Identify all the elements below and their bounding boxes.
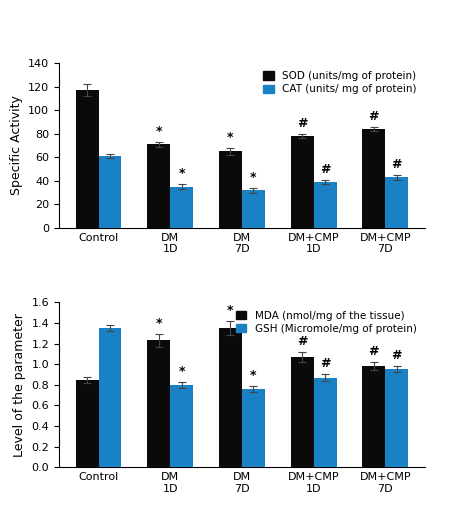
Bar bbox=[99, 156, 121, 228]
Text: *: * bbox=[250, 171, 257, 184]
Bar bbox=[362, 366, 385, 467]
Legend: MDA (nmol/mg of the tissue), GSH (Micromole/mg of protein): MDA (nmol/mg of the tissue), GSH (Microm… bbox=[233, 308, 420, 337]
Text: #: # bbox=[391, 158, 402, 171]
Text: *: * bbox=[178, 167, 185, 180]
Bar bbox=[313, 182, 337, 228]
Bar bbox=[147, 144, 170, 228]
Bar bbox=[291, 136, 313, 228]
Text: *: * bbox=[155, 317, 162, 330]
Text: #: # bbox=[297, 334, 307, 348]
Bar bbox=[76, 90, 99, 228]
Text: *: * bbox=[250, 369, 257, 382]
Text: #: # bbox=[369, 345, 379, 358]
Text: #: # bbox=[320, 163, 330, 175]
Bar bbox=[219, 151, 242, 228]
Bar bbox=[313, 377, 337, 467]
Y-axis label: Level of the parameter: Level of the parameter bbox=[13, 313, 26, 457]
Bar bbox=[219, 328, 242, 467]
Bar bbox=[170, 187, 193, 228]
Text: #: # bbox=[320, 358, 330, 370]
Bar bbox=[170, 385, 193, 467]
Bar bbox=[242, 389, 265, 467]
Bar bbox=[291, 357, 313, 467]
Y-axis label: Specific Activity: Specific Activity bbox=[9, 96, 23, 195]
Text: *: * bbox=[227, 131, 234, 144]
Bar bbox=[99, 328, 121, 467]
Bar bbox=[362, 129, 385, 228]
Legend: SOD (units/mg of protein), CAT (units/ mg of protein): SOD (units/mg of protein), CAT (units/ m… bbox=[260, 68, 420, 98]
Bar bbox=[385, 369, 408, 467]
Text: *: * bbox=[227, 303, 234, 317]
Text: *: * bbox=[155, 125, 162, 138]
Bar bbox=[385, 177, 408, 228]
Bar bbox=[242, 190, 265, 228]
Bar bbox=[147, 340, 170, 467]
Text: #: # bbox=[391, 349, 402, 362]
Text: #: # bbox=[297, 117, 307, 130]
Text: *: * bbox=[178, 364, 185, 377]
Text: #: # bbox=[369, 110, 379, 122]
Bar bbox=[76, 380, 99, 467]
